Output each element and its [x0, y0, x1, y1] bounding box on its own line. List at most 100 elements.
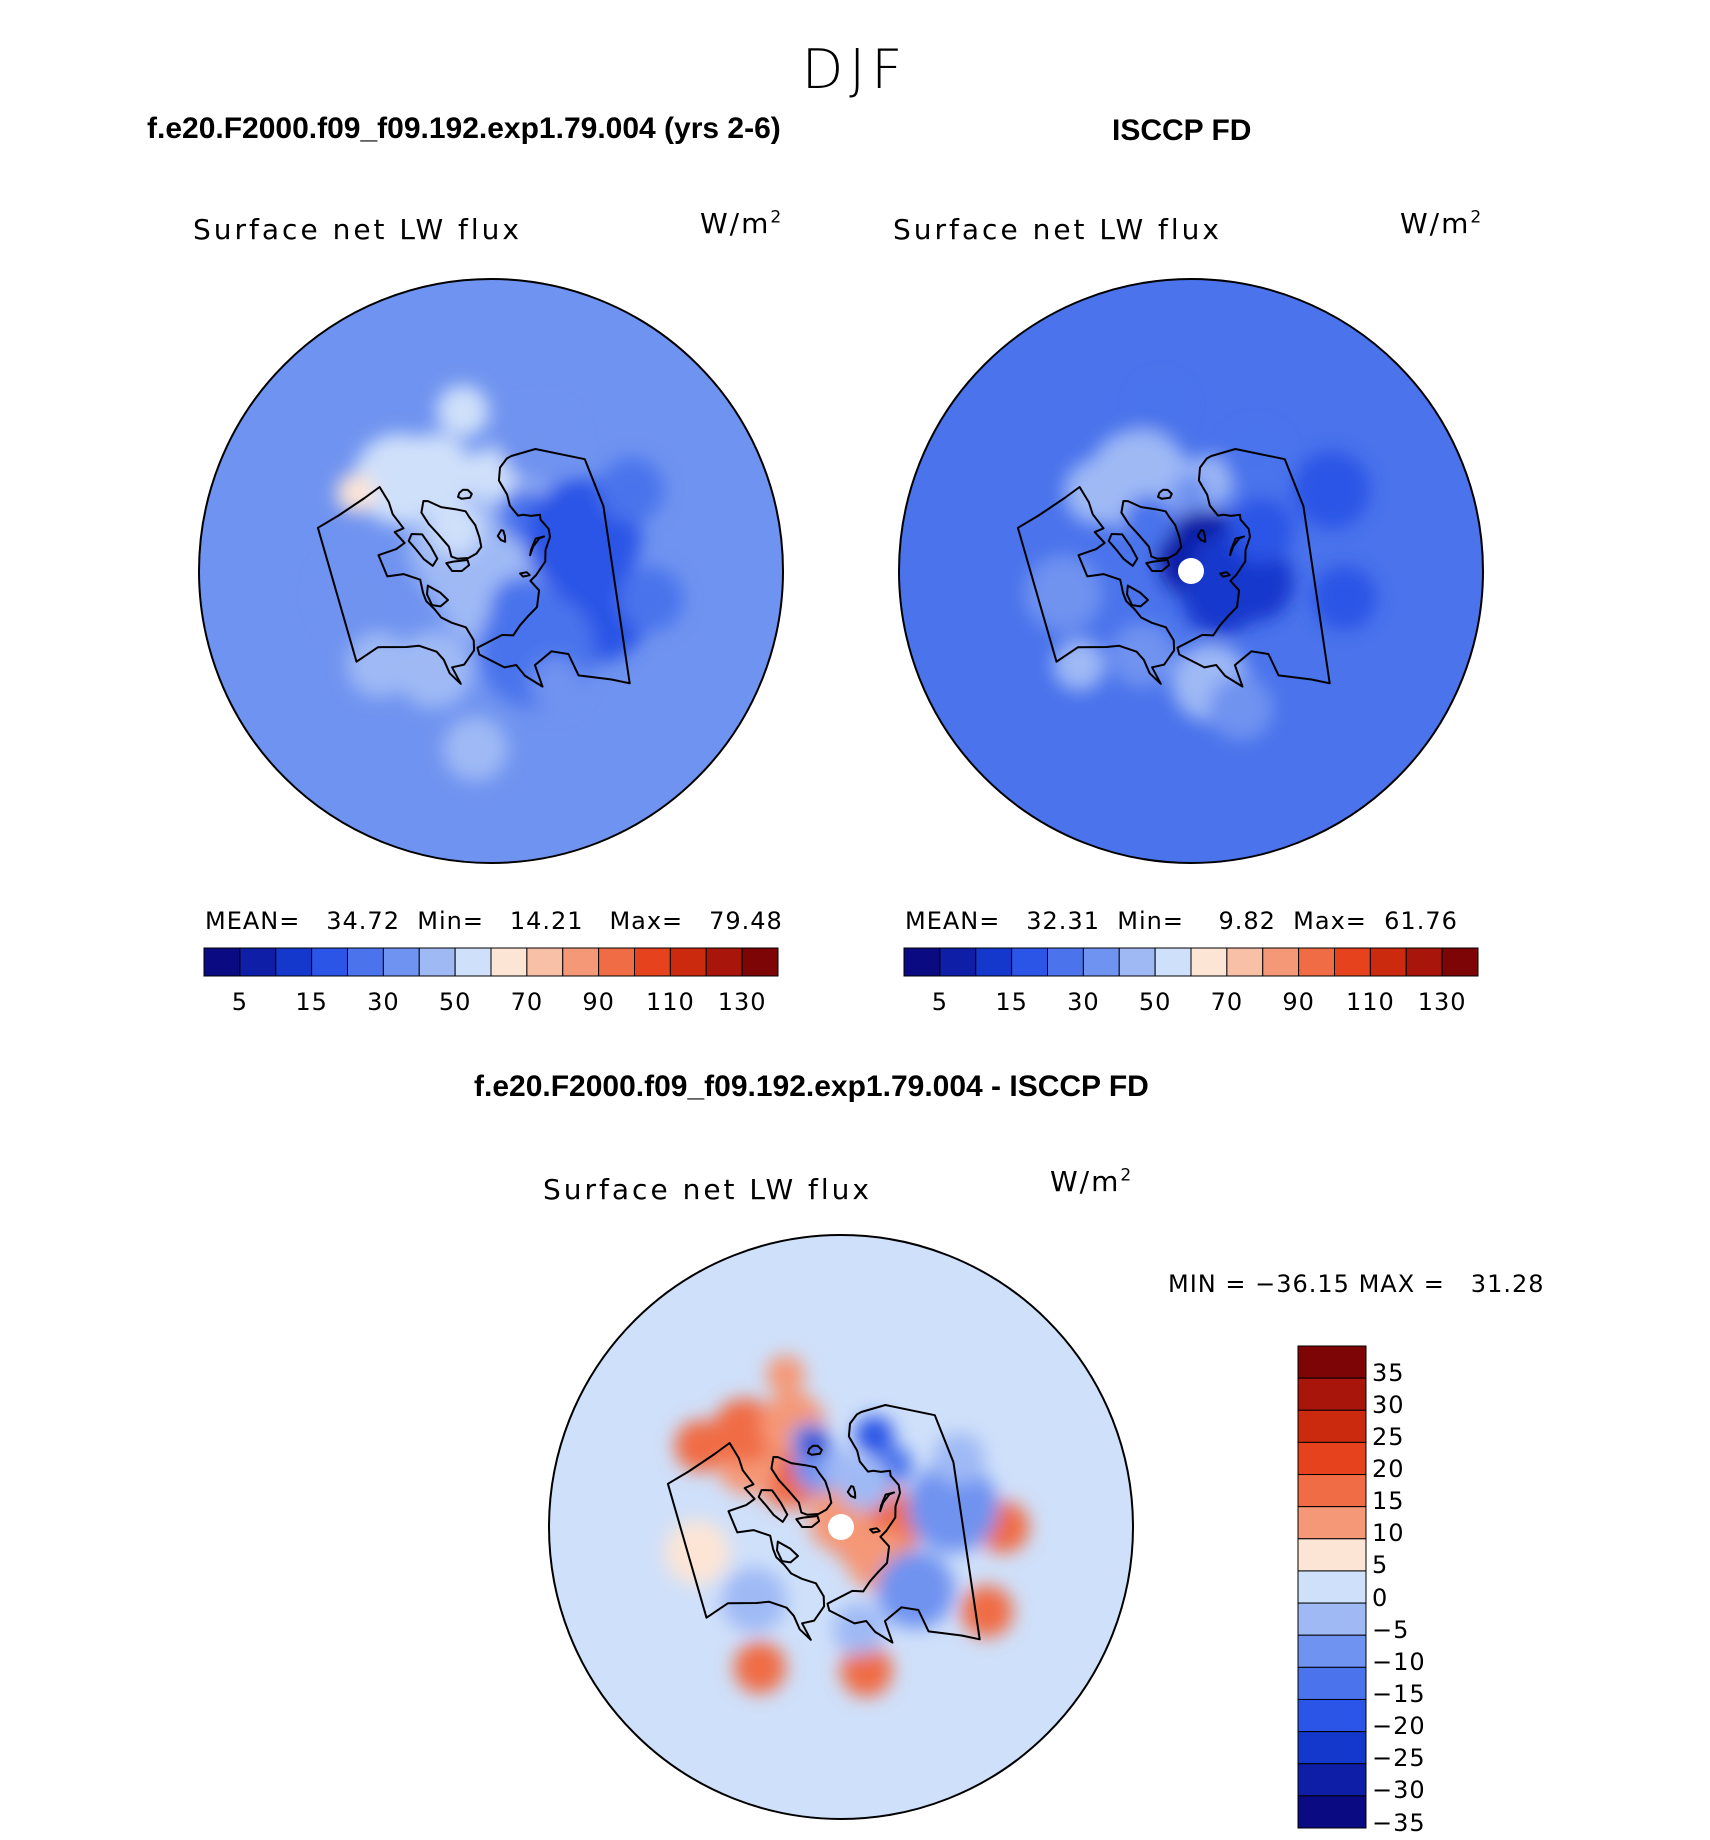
coastline: [846, 1485, 857, 1499]
polar-map-model: [198, 278, 784, 864]
colorbar-ticks-diff: 35 30 25 20 15 10 5 0 −5 −10 −15 −20 −25 −30 −35: [1372, 1346, 1452, 1837]
colorbar-bin: [454, 947, 492, 977]
colorbar-bin: [939, 947, 977, 977]
colorbar-bin: [418, 947, 456, 977]
contour-region: [498, 404, 577, 482]
colorbar-tick-label: 130: [1417, 988, 1467, 1016]
contour-region: [599, 457, 664, 523]
contour-region: [766, 1355, 805, 1395]
variable-label-diff: Surface net LW flux: [543, 1173, 872, 1206]
coastline: [529, 535, 546, 557]
colorbar-tick-label: 110: [645, 988, 695, 1016]
colorbar-bin: [1405, 947, 1443, 977]
unit-label-diff: W/m2: [1050, 1165, 1134, 1198]
contour-region: [961, 1585, 1014, 1638]
contour-region: [1024, 554, 1103, 633]
colorbar-bin: [669, 947, 707, 977]
contour-region: [664, 1520, 730, 1585]
contour-region: [443, 716, 508, 782]
colorbar-diff: [1297, 1345, 1367, 1829]
colorbar-tick-label: 110: [1345, 988, 1395, 1016]
colorbar-bin: [1297, 1345, 1367, 1379]
contour-region: [395, 630, 474, 709]
colorbar-tick-label: 20: [1372, 1455, 1405, 1484]
coastline: [1157, 488, 1173, 500]
panel-title-diff: f.e20.F2000.f09_f09.192.exp1.79.004 - IS…: [474, 1070, 1149, 1103]
colorbar-bin: [1262, 947, 1300, 977]
colorbar-tick-label: 0: [1372, 1583, 1389, 1612]
contour-region: [1228, 498, 1294, 563]
colorbar-tick-label: 30: [1067, 988, 1100, 1016]
polar-map-diff: [548, 1234, 1134, 1820]
colorbar-bin: [1334, 947, 1371, 977]
contour-region: [833, 1603, 885, 1656]
colorbar-bin: [1369, 947, 1407, 977]
stats-model: MEAN= 34.72 Min= 14.21 Max= 79.48: [205, 907, 783, 935]
contour-region: [1135, 378, 1188, 431]
colorbar-obs: [903, 947, 1479, 977]
colorbar-bin: [741, 947, 779, 977]
colorbar-bin: [382, 947, 420, 977]
colorbar-bin: [239, 947, 277, 977]
colorbar-tick-label: −25: [1372, 1744, 1426, 1773]
missing-data-pole: [1178, 558, 1204, 584]
colorbar-ticks-obs: 5 15 30 50 70 90 110 130: [904, 988, 1478, 1018]
map-border: [898, 278, 1484, 864]
contour-region: [854, 1416, 894, 1455]
stats-obs: MEAN= 32.31 Min= 9.82 Max= 61.76: [905, 907, 1458, 935]
coastline: [1107, 533, 1139, 567]
contour-region: [712, 1398, 777, 1463]
colorbar-bin: [634, 947, 671, 977]
colorbar-tick-label: 35: [1372, 1358, 1405, 1387]
colorbar-tick-label: 50: [1138, 988, 1172, 1016]
coastline: [1219, 571, 1231, 578]
contour-region: [529, 657, 582, 710]
coastline: [1145, 559, 1171, 572]
map-border: [198, 278, 784, 864]
contour-region: [933, 1432, 985, 1485]
colorbar-ticks-model: 5 15 30 50 70 90 110 130: [204, 988, 778, 1018]
colorbar-bin: [275, 947, 313, 977]
contour-region: [336, 473, 376, 513]
contour-region: [800, 1430, 827, 1457]
colorbar-tick-label: 30: [367, 988, 400, 1016]
coastline: [420, 500, 483, 560]
colorbar-tick-label: 15: [1372, 1487, 1405, 1516]
contour-region: [317, 548, 409, 639]
contour-region: [1292, 451, 1371, 529]
contour-region: [876, 1550, 955, 1629]
colorbar-bin: [1441, 947, 1479, 977]
variable-label-obs: Surface net LW flux: [893, 213, 1222, 246]
coastline: [519, 571, 531, 578]
coastline: [869, 1527, 881, 1534]
coastline: [795, 1515, 821, 1528]
contour-region: [1109, 622, 1175, 688]
colorbar-bin: [1297, 1634, 1367, 1668]
coastline: [457, 488, 473, 500]
colorbar-bin: [347, 947, 384, 977]
colorbar-tick-label: −30: [1372, 1776, 1426, 1805]
colorbar-bin: [1297, 1795, 1367, 1829]
coastline: [1196, 529, 1207, 543]
colorbar-bin: [1011, 947, 1048, 977]
variable-label-model: Surface net LW flux: [193, 213, 522, 246]
coastline: [445, 559, 471, 572]
colorbar-tick-label: 25: [1372, 1422, 1405, 1451]
colorbar-tick-label: 90: [1282, 988, 1315, 1016]
colorbar-bin: [1118, 947, 1156, 977]
colorbar-tick-label: 50: [438, 988, 472, 1016]
colorbar-tick-label: 15: [995, 988, 1028, 1016]
contour-region: [907, 1461, 999, 1553]
colorbar-tick-label: 70: [1210, 988, 1244, 1016]
polar-map-obs: [898, 278, 1484, 864]
contour-region: [1053, 638, 1106, 691]
colorbar-tick-label: −5: [1372, 1615, 1410, 1644]
contour-region: [840, 1644, 893, 1697]
colorbar-bin: [975, 947, 1013, 977]
colorbar-bin: [311, 947, 348, 977]
contour-region: [618, 566, 684, 632]
colorbar-tick-label: 5: [931, 988, 949, 1016]
colorbar-bin: [203, 947, 241, 977]
colorbar-bin: [1297, 1731, 1367, 1765]
contour-region: [395, 433, 474, 512]
